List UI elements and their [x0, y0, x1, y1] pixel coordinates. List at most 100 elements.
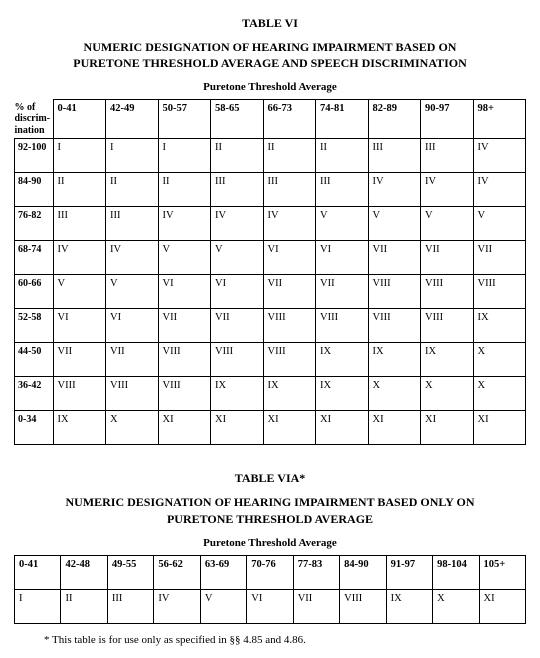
- table6-caption: Puretone Threshold Average: [14, 81, 526, 93]
- cell: II: [211, 139, 264, 173]
- table6: % of discrim- ination 0-41 42-49 50-57 5…: [14, 99, 526, 445]
- table6-col-header: 0-41: [53, 100, 106, 139]
- cell: V: [200, 589, 246, 623]
- table6a-col-header: 56-62: [154, 555, 200, 589]
- table-row: 36-42VIIIVIIIVIIIIXIXIXXXX: [15, 377, 526, 411]
- cell: IV: [53, 241, 106, 275]
- cell: VII: [293, 589, 339, 623]
- table-row: 0-34IXXXIXIXIXIXIXIXI: [15, 411, 526, 445]
- table6-title: TABLE VI: [14, 16, 526, 31]
- cell: V: [53, 275, 106, 309]
- cell: VIII: [158, 377, 211, 411]
- cell: XI: [479, 589, 525, 623]
- cell: VIII: [340, 589, 386, 623]
- cell: VII: [473, 241, 526, 275]
- cell: VIII: [473, 275, 526, 309]
- cell: IX: [473, 309, 526, 343]
- cell: IV: [368, 173, 421, 207]
- cell: VIII: [158, 343, 211, 377]
- cell: IV: [158, 207, 211, 241]
- side-label-l2: discrim-: [15, 113, 51, 124]
- cell: VIII: [421, 275, 474, 309]
- table6a-subtitle-line1: NUMERIC DESIGNATION OF HEARING IMPAIRMEN…: [65, 495, 474, 509]
- cell: VII: [211, 309, 264, 343]
- cell: V: [473, 207, 526, 241]
- row-label: 68-74: [15, 241, 54, 275]
- table6a-col-header: 98-104: [433, 555, 479, 589]
- cell: X: [473, 343, 526, 377]
- table6a-col-header: 0-41: [15, 555, 61, 589]
- cell: I: [15, 589, 61, 623]
- cell: IX: [263, 377, 316, 411]
- cell: X: [473, 377, 526, 411]
- cell: IV: [473, 139, 526, 173]
- cell: X: [433, 589, 479, 623]
- cell: II: [61, 589, 107, 623]
- row-label: 60-66: [15, 275, 54, 309]
- cell: IX: [421, 343, 474, 377]
- table6a-col-header: 84-90: [340, 555, 386, 589]
- cell: VI: [211, 275, 264, 309]
- row-label: 76-82: [15, 207, 54, 241]
- table6-side-label: % of discrim- ination: [15, 100, 54, 139]
- cell: X: [106, 411, 159, 445]
- cell: VIII: [316, 309, 369, 343]
- cell: XI: [421, 411, 474, 445]
- cell: VIII: [263, 343, 316, 377]
- row-label: 44-50: [15, 343, 54, 377]
- cell: III: [316, 173, 369, 207]
- cell: IX: [211, 377, 264, 411]
- cell: VIII: [53, 377, 106, 411]
- table-row: 68-74IVIVVVVIVIVIIVIIVII: [15, 241, 526, 275]
- cell: IV: [263, 207, 316, 241]
- cell: I: [53, 139, 106, 173]
- cell: II: [106, 173, 159, 207]
- cell: III: [107, 589, 153, 623]
- cell: III: [211, 173, 264, 207]
- cell: III: [421, 139, 474, 173]
- table6a-footnote: * This table is for use only as specifie…: [44, 634, 526, 646]
- table6-col-header: 74-81: [316, 100, 369, 139]
- table6a-subtitle-line2: PURETONE THRESHOLD AVERAGE: [167, 512, 373, 526]
- table-row: 84-90IIIIIIIIIIIIIIIIVIVIV: [15, 173, 526, 207]
- cell: IV: [211, 207, 264, 241]
- cell: V: [316, 207, 369, 241]
- cell: VI: [53, 309, 106, 343]
- table6-col-header: 42-49: [106, 100, 159, 139]
- cell: X: [421, 377, 474, 411]
- cell: IX: [368, 343, 421, 377]
- cell: II: [316, 139, 369, 173]
- table6-col-header: 66-73: [263, 100, 316, 139]
- side-label-l1: % of: [15, 102, 36, 113]
- cell: II: [53, 173, 106, 207]
- cell: VII: [316, 275, 369, 309]
- cell: IV: [421, 173, 474, 207]
- table-row: 60-66VVVIVIVIIVIIVIIIVIIIVIII: [15, 275, 526, 309]
- table6a-col-header: 105+: [479, 555, 525, 589]
- cell: VI: [106, 309, 159, 343]
- cell: IX: [53, 411, 106, 445]
- cell: VII: [106, 343, 159, 377]
- table6a-caption: Puretone Threshold Average: [14, 537, 526, 549]
- table6a-col-header: 63-69: [200, 555, 246, 589]
- cell: V: [158, 241, 211, 275]
- cell: IX: [316, 343, 369, 377]
- cell: VI: [263, 241, 316, 275]
- row-label: 92-100: [15, 139, 54, 173]
- table6-col-header: 82-89: [368, 100, 421, 139]
- table6-subtitle-line1: NUMERIC DESIGNATION OF HEARING IMPAIRMEN…: [84, 40, 457, 54]
- table6a: 0-41 42-48 49-55 56-62 63-69 70-76 77-83…: [14, 555, 526, 624]
- table-row: 76-82IIIIIIIVIVIVVVVV: [15, 207, 526, 241]
- cell: XI: [263, 411, 316, 445]
- cell: VII: [158, 309, 211, 343]
- cell: VIII: [368, 309, 421, 343]
- table6a-subtitle: NUMERIC DESIGNATION OF HEARING IMPAIRMEN…: [14, 494, 526, 526]
- cell: III: [368, 139, 421, 173]
- table-row: 92-100IIIIIIIIIIIIIIIIV: [15, 139, 526, 173]
- cell: XI: [316, 411, 369, 445]
- cell: IX: [386, 589, 432, 623]
- cell: V: [211, 241, 264, 275]
- table-row: 44-50VIIVIIVIIIVIIIVIIIIXIXIXX: [15, 343, 526, 377]
- cell: V: [106, 275, 159, 309]
- cell: VIII: [421, 309, 474, 343]
